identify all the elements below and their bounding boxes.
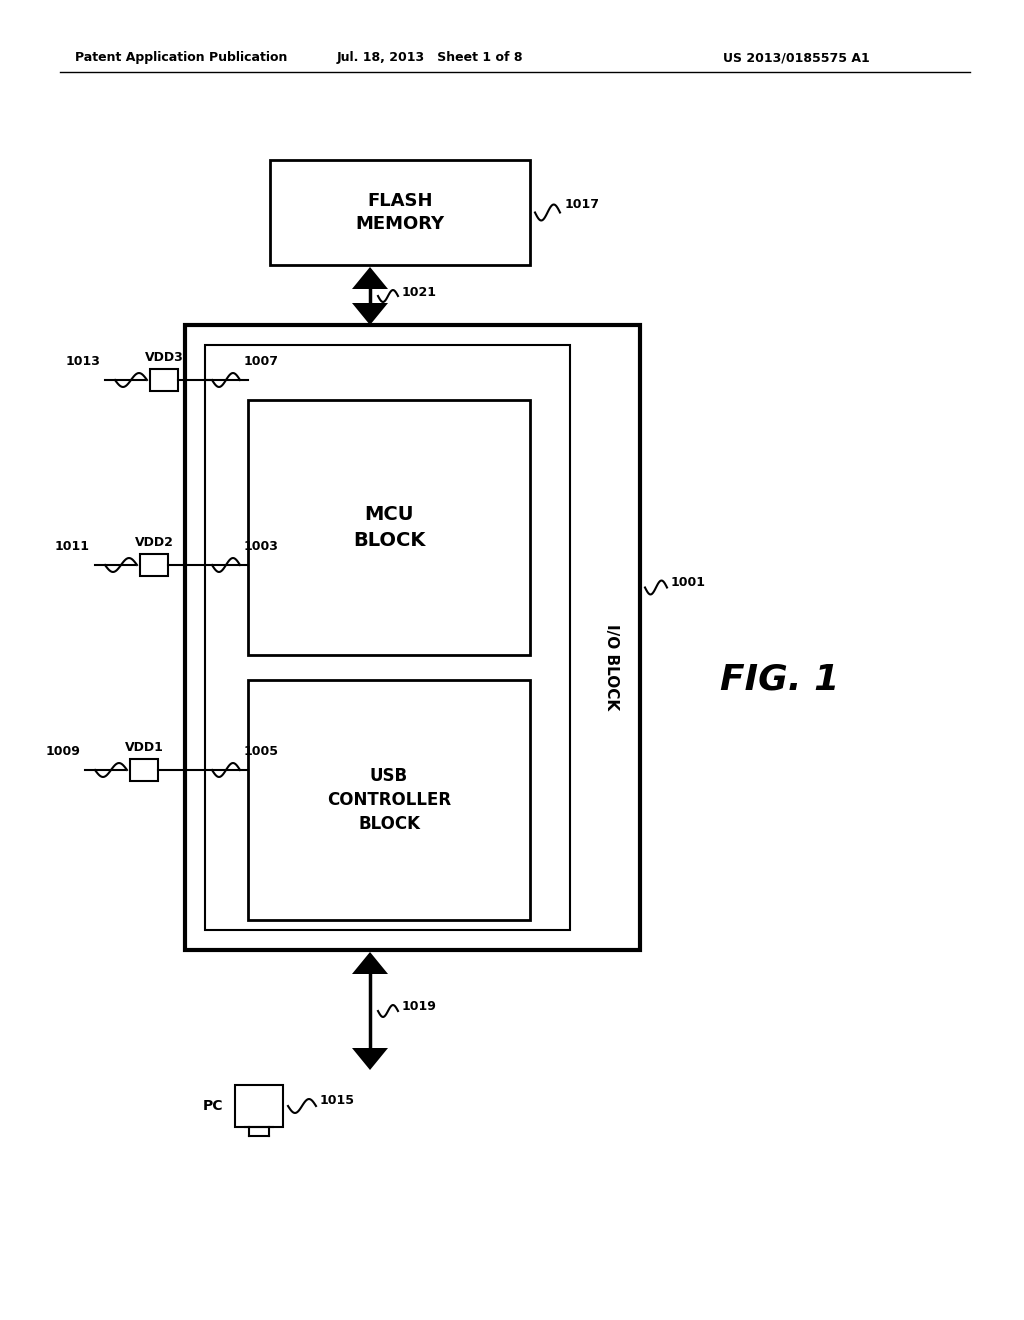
Text: Jul. 18, 2013   Sheet 1 of 8: Jul. 18, 2013 Sheet 1 of 8 — [337, 51, 523, 65]
Bar — [248, 680, 530, 920]
Bar — [234, 1085, 283, 1127]
Text: VDD1: VDD1 — [125, 741, 164, 754]
Text: 1005: 1005 — [244, 744, 279, 758]
Text: 1003: 1003 — [244, 540, 279, 553]
Text: 1013: 1013 — [66, 355, 100, 368]
Text: 1011: 1011 — [55, 540, 90, 553]
Polygon shape — [352, 304, 388, 325]
Text: 1009: 1009 — [45, 744, 80, 758]
Bar — [205, 345, 570, 931]
Text: MCU
BLOCK: MCU BLOCK — [353, 506, 425, 549]
Bar — [248, 400, 530, 655]
Text: 1017: 1017 — [565, 198, 600, 211]
Text: 1007: 1007 — [244, 355, 279, 368]
Text: 1001: 1001 — [671, 576, 706, 589]
Text: FIG. 1: FIG. 1 — [720, 663, 840, 697]
Bar — [140, 554, 168, 576]
Text: USB
CONTROLLER
BLOCK: USB CONTROLLER BLOCK — [327, 767, 451, 833]
Polygon shape — [352, 267, 388, 289]
Text: US 2013/0185575 A1: US 2013/0185575 A1 — [723, 51, 870, 65]
Text: VDD2: VDD2 — [134, 536, 173, 549]
Polygon shape — [352, 1048, 388, 1071]
Polygon shape — [352, 952, 388, 974]
Text: I/O BLOCK: I/O BLOCK — [604, 624, 620, 710]
Bar — [150, 370, 178, 391]
Text: 1021: 1021 — [402, 285, 437, 298]
Bar — [130, 759, 158, 781]
Text: FLASH
MEMORY: FLASH MEMORY — [355, 191, 444, 234]
Text: Patent Application Publication: Patent Application Publication — [75, 51, 288, 65]
Text: 1015: 1015 — [319, 1094, 355, 1107]
Text: 1019: 1019 — [402, 1001, 437, 1014]
Text: PC: PC — [203, 1100, 223, 1113]
Text: VDD3: VDD3 — [144, 351, 183, 364]
Bar — [270, 160, 530, 265]
Bar — [185, 325, 640, 950]
